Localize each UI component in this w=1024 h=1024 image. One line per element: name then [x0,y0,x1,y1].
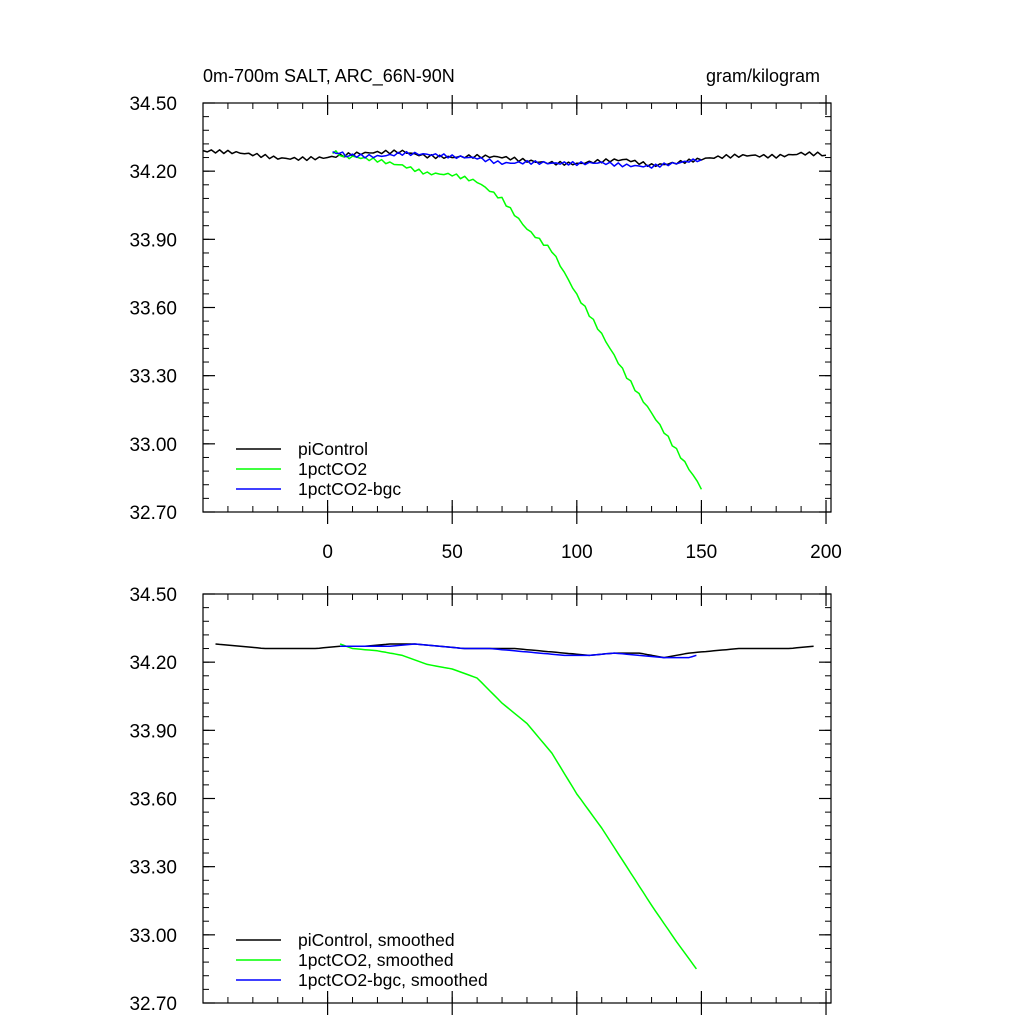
legend-label-1pctco2: 1pctCO2 [298,459,367,479]
y-tick-label: 34.20 [129,162,177,183]
legend-label-picontrol-smoothed: piControl, smoothed [298,930,455,950]
series-line-picontrol-smoothed [215,643,814,659]
series-line-1pctco2-bgc-smoothed [340,643,697,659]
legend-label-1pctco2-smoothed: 1pctCO2, smoothed [298,950,454,970]
legend-label-1pctco2-bgc: 1pctCO2-bgc [298,479,401,499]
x-tick-label: 0 [322,542,333,563]
figure-title-left: 0m-700m SALT, ARC_66N-90N [203,66,455,87]
y-tick-label: 34.20 [129,653,177,674]
y-tick-label: 33.90 [129,721,177,742]
y-tick-label: 33.90 [129,230,177,251]
series-line-1pctco2-bgc [332,150,702,169]
y-tick-label: 34.50 [129,94,177,115]
bottom-panel-smoothed: 32.70 33.00 33.30 33.60 33.90 34.20 34.50 piCon… [129,585,832,1015]
y-tick-label: 33.00 [129,435,177,456]
y-tick-label: 33.60 [129,790,177,811]
y-tick-label: 32.70 [129,503,177,524]
series-line-1pctco2 [332,150,703,490]
figure-title-right: gram/kilogram [706,66,820,86]
y-tick-label: 33.60 [129,299,177,320]
x-tick-label: 100 [561,542,593,563]
series-line-picontrol [202,149,827,168]
y-tick-label: 33.00 [129,926,177,947]
y-tick-label: 33.30 [129,858,177,879]
x-tick-label: 50 [442,542,463,563]
series-line-1pctco2-smoothed [339,643,698,970]
x-tick-label: 150 [686,542,718,563]
legend-label-picontrol: piControl [298,439,368,459]
legend-label-1pctco2-bgc-smoothed: 1pctCO2-bgc, smoothed [298,970,488,990]
x-tick-label: 200 [810,542,842,563]
y-tick-label: 32.70 [129,994,177,1015]
y-tick-label: 34.50 [129,585,177,606]
y-tick-label: 33.30 [129,367,177,388]
top-panel-raw: 32.70 33.00 33.30 33.60 33.90 34.20 34.50 0 50 10… [129,94,841,563]
